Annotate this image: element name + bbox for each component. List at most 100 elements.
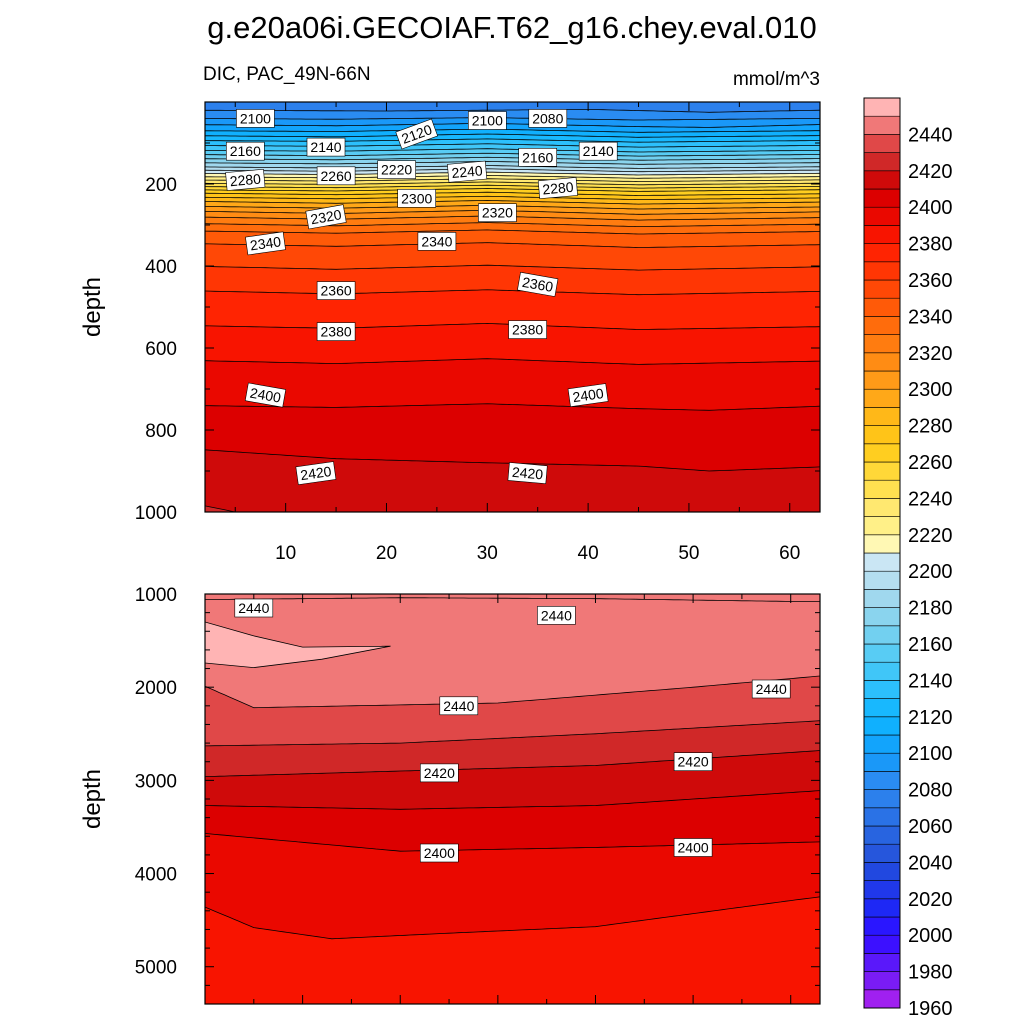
contour-label-text: 2420: [424, 765, 455, 781]
contour-label: 2440: [234, 598, 274, 618]
contour-label-box: [518, 148, 558, 167]
contour-line-2240: [205, 181, 820, 186]
contour-label: 2080: [528, 109, 568, 128]
contour-label-text: 2420: [511, 464, 544, 483]
contour-label: 2400: [567, 383, 609, 407]
contour-label-text: 2360: [521, 274, 555, 295]
contour-label-box: [225, 168, 266, 191]
colorbar-label: 1980: [908, 962, 953, 984]
colorbar-box: [863, 807, 901, 827]
x-tick-label: 50: [678, 543, 699, 564]
colorbar-box: [863, 479, 901, 499]
y-tick-label: 800: [145, 421, 177, 442]
colorbar-box: [863, 661, 901, 681]
contour-label-box: [537, 177, 578, 200]
contour-label-box: [419, 763, 459, 783]
contour-line-2290: [205, 199, 820, 205]
contour-label-text: 2280: [542, 179, 575, 198]
colorbar-box: [863, 206, 901, 226]
contour-label-text: 2100: [472, 113, 503, 129]
contour-line-2410: [205, 449, 820, 472]
y-tick-label: 3000: [135, 771, 177, 792]
colorbar-box: [863, 916, 901, 936]
contour-label-box: [305, 204, 347, 230]
colorbar: 1960 1980 2000 2020 2040 2060 2080 2100 2120 2140…: [863, 97, 953, 1020]
colorbar-label: 2040: [908, 852, 953, 874]
colorbar-label: 2320: [908, 343, 953, 365]
contour-label-box: [673, 752, 713, 772]
contour-label-text: 2160: [230, 143, 261, 159]
x-tick-label: 60: [779, 543, 800, 564]
contour-label-box: [226, 141, 265, 161]
contour-line-2330: [205, 222, 820, 227]
colorbar-label: 2220: [908, 525, 953, 547]
lower-panel: 2440 2440 2440 2440 2420 2420 2400 2400 1000 2000…: [79, 585, 821, 1005]
contour-line-2440: [205, 597, 820, 602]
colorbar-label: 2180: [908, 598, 953, 620]
contour-label-text: 2380: [321, 324, 352, 340]
contour-label: 2400: [673, 838, 713, 857]
units-label: mmol/m^3: [733, 69, 820, 90]
y-axis-label: depth: [79, 277, 106, 337]
contour-label: 2240: [447, 160, 488, 183]
lower-ticks: [205, 593, 820, 1004]
contour-label: 2140: [578, 141, 618, 161]
colorbar-box: [863, 734, 901, 754]
contour-line-2220: [205, 174, 820, 179]
contour-label-text: 2400: [572, 385, 605, 405]
contour-label-text: 2280: [229, 171, 262, 190]
contour-line-2230: [205, 178, 820, 182]
contour-label-box: [316, 322, 356, 341]
y-tick-label: 400: [145, 257, 177, 278]
lower-contour-labels: 2440 2440 2440 2440 2420 2420 2400 2400: [234, 598, 791, 863]
figure-title: g.e20a06i.GECOIAF.T62_g16.chey.eval.010: [207, 10, 816, 45]
contour-label-box: [439, 696, 479, 716]
contour-label-text: 2340: [249, 233, 282, 253]
contour-line-2350: [205, 242, 820, 248]
contour-label: 2140: [306, 137, 346, 157]
contour-label-box: [395, 118, 439, 150]
colorbar-box: [863, 115, 901, 135]
contour-label-text: 2420: [299, 463, 332, 483]
y-tick-label: 600: [145, 339, 177, 360]
contour-label-box: [508, 320, 547, 339]
contour-label-text: 2400: [424, 845, 455, 861]
contour-line-2400: [205, 833, 820, 852]
contour-label-text: 2160: [522, 149, 553, 165]
contour-label-box: [245, 231, 286, 256]
contour-label-box: [397, 189, 437, 208]
colorbar-box: [863, 862, 901, 881]
colorbar-label: 2280: [908, 416, 953, 438]
contour-label: 2380: [508, 320, 547, 339]
colorbar-label: 2400: [908, 197, 953, 219]
contour-line-2120: [205, 133, 820, 138]
colorbar-box: [863, 843, 901, 863]
contour-label-text: 2320: [309, 206, 343, 227]
y-tick-label: 200: [145, 175, 177, 196]
contour-line-2420: [205, 505, 236, 512]
contour-label-box: [244, 382, 287, 408]
contour-label-text: 2080: [532, 110, 563, 126]
colorbar-box: [863, 643, 901, 663]
colorbar-box: [863, 898, 901, 918]
contour-label-box: [419, 843, 459, 863]
contour-label-text: 2360: [321, 283, 352, 299]
contour-label: 2360: [517, 271, 559, 297]
colorbar-label: 2240: [908, 488, 953, 510]
contour-label: 2100: [467, 111, 507, 130]
contour-label-box: [673, 838, 713, 857]
contour-label-box: [528, 109, 568, 128]
colorbar-box: [863, 243, 901, 263]
y-tick-label: 1000: [135, 585, 177, 606]
contour-label-box: [578, 141, 618, 161]
colorbar-box: [863, 589, 901, 608]
colorbar-box: [863, 334, 901, 354]
contour-label-text: 2220: [381, 162, 412, 178]
contour-label: 2280: [225, 168, 266, 191]
y-tick-label: 1000: [135, 503, 177, 524]
colorbar-box: [863, 188, 901, 208]
contour-label: 2440: [439, 696, 479, 716]
contour-line-2450: [205, 621, 391, 669]
